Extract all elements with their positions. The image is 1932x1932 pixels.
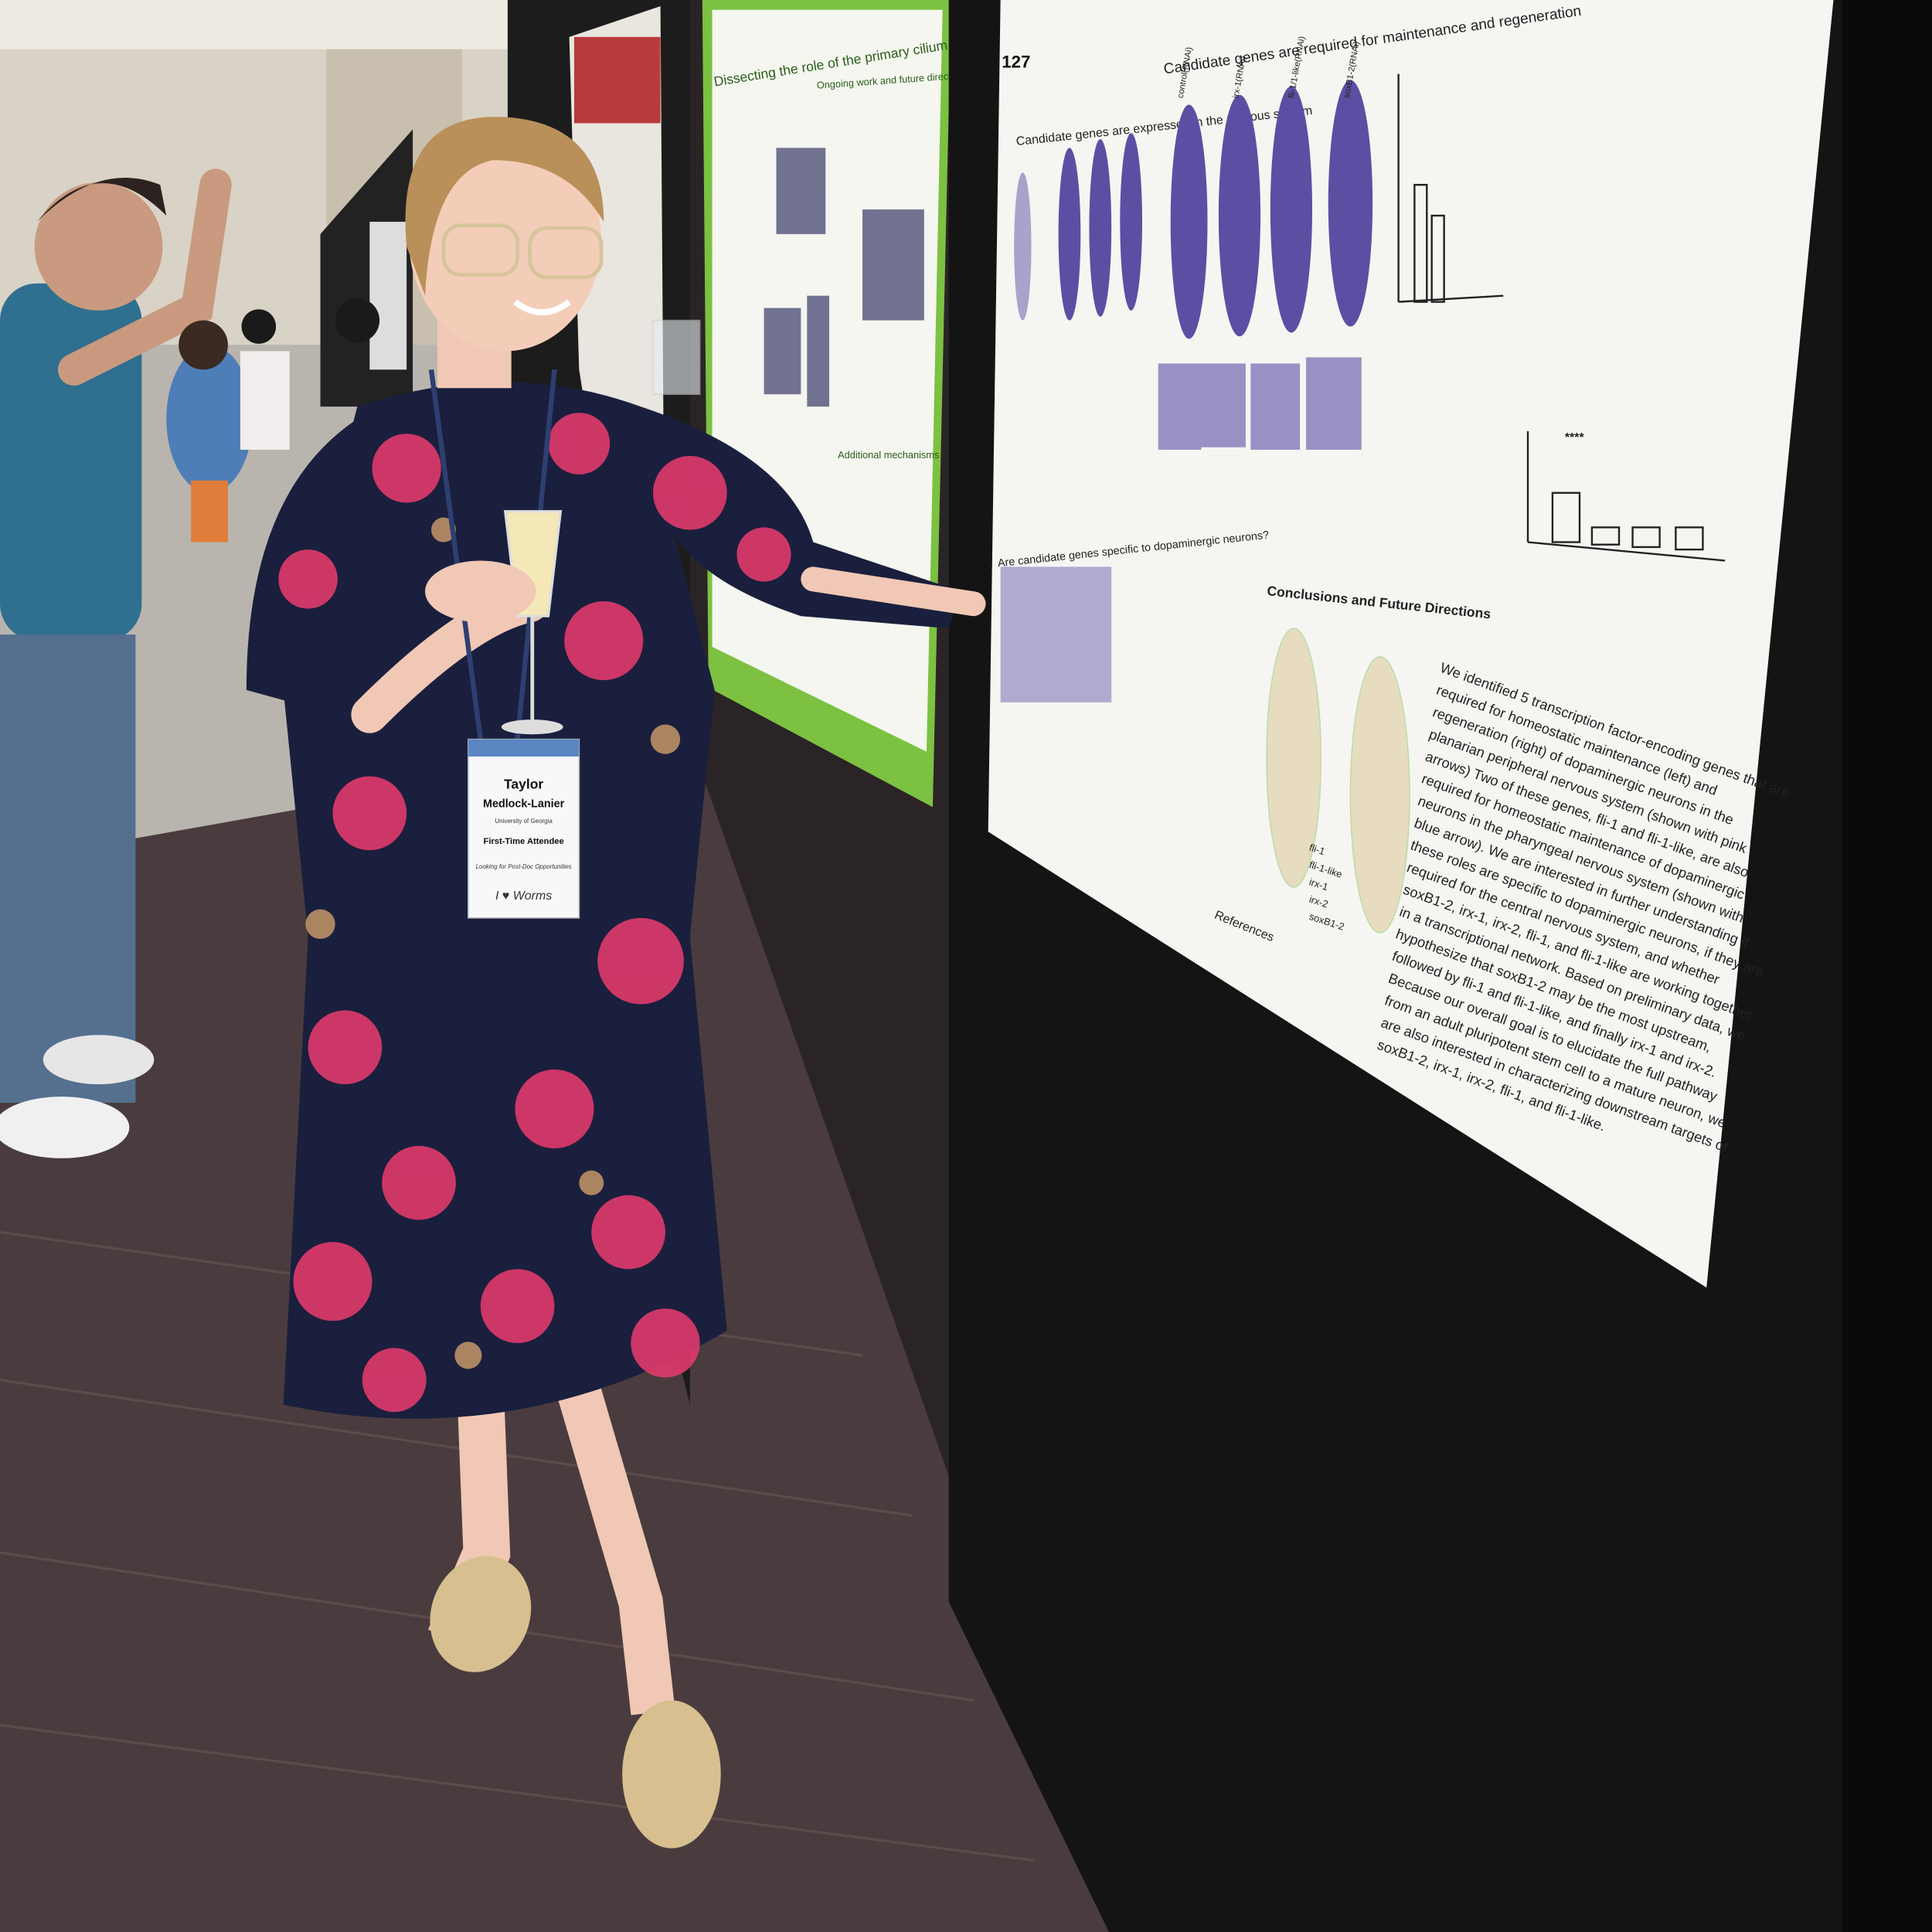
board-edge — [1842, 0, 1932, 1932]
badge-note: I ♥ Worms — [495, 889, 552, 903]
badge-last-name: Medlock-Lanier — [483, 798, 565, 810]
badge-ribbon: First-Time Attendee — [484, 837, 564, 846]
board-number: 127 — [1002, 53, 1030, 72]
badge-first-name: Taylor — [504, 776, 543, 791]
gene-label: irx-2 — [1308, 893, 1329, 910]
poster-main — [988, 0, 1834, 1288]
ceiling — [0, 0, 518, 49]
poster-heading: Additional mechanisms — [838, 449, 939, 461]
person-background — [0, 168, 232, 1158]
plastic-cup — [652, 319, 701, 396]
poster-bar-chart — [1397, 73, 1726, 562]
poster-worm-images — [1000, 80, 1373, 702]
poster-green-figures — [764, 148, 924, 407]
name-badge: Taylor Medlock-Lanier University of Geor… — [468, 738, 580, 919]
crowd — [166, 298, 380, 493]
gene-label: irx-1 — [1308, 876, 1329, 893]
gene-label: fli-1 — [1308, 842, 1326, 858]
significance-label: **** — [1565, 431, 1585, 444]
distant-poster — [369, 221, 407, 370]
worm-diagram — [1266, 628, 1410, 934]
badge-note: Looking for Post-Doc Opportunities — [476, 863, 572, 870]
badge-affiliation: University of Georgia — [495, 818, 553, 825]
drink-can — [191, 480, 228, 543]
poster-far-header — [573, 36, 661, 124]
